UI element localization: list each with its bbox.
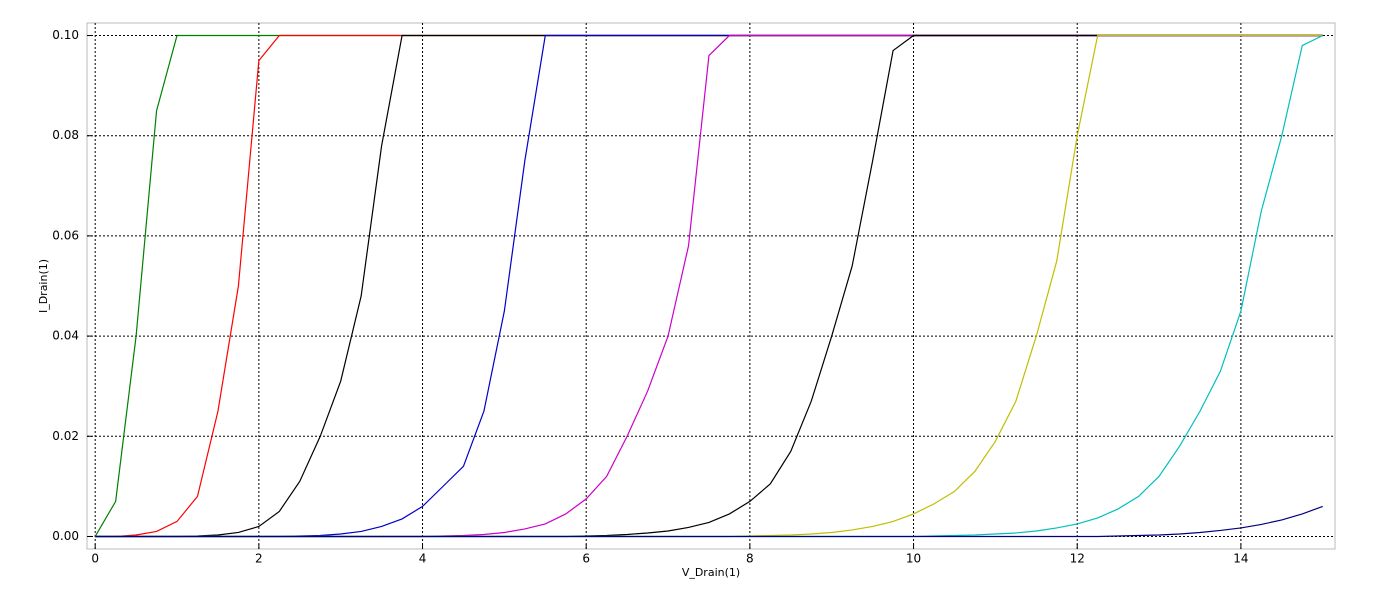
x-tick-label: 2 bbox=[255, 552, 263, 566]
x-tick-label: 0 bbox=[91, 552, 99, 566]
series-line bbox=[95, 505, 1323, 538]
x-tick-label: 4 bbox=[419, 552, 427, 566]
x-tick-label: 8 bbox=[746, 552, 754, 566]
x-tick-label: 12 bbox=[1070, 552, 1085, 566]
x-axis-label: V_Drain(1) bbox=[682, 566, 740, 579]
plot-frame bbox=[86, 22, 1336, 550]
y-tick-label: 0.10 bbox=[52, 28, 79, 42]
y-tick-label: 0.06 bbox=[52, 228, 79, 242]
y-tick-label: 0.02 bbox=[52, 429, 79, 443]
x-tick-label: 6 bbox=[582, 552, 590, 566]
y-axis-label: I_Drain(1) bbox=[37, 259, 50, 313]
y-tick-label: 0.00 bbox=[52, 529, 79, 543]
x-tick-label: 14 bbox=[1233, 552, 1248, 566]
x-tick-label: 10 bbox=[906, 552, 921, 566]
y-tick-label: 0.08 bbox=[52, 128, 79, 142]
y-tick-label: 0.04 bbox=[52, 329, 79, 343]
